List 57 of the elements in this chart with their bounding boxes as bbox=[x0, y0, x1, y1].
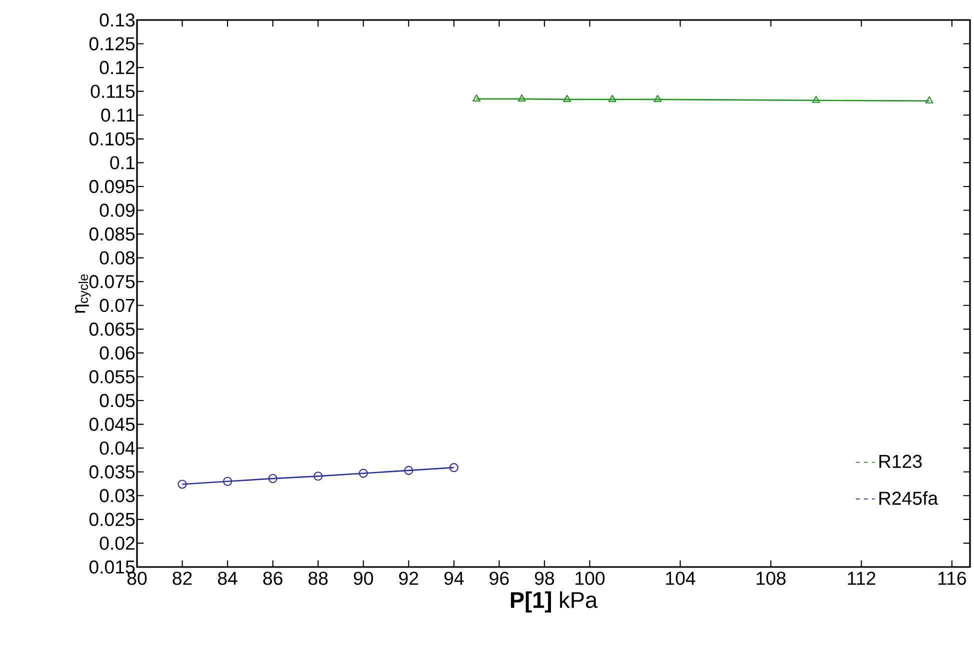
y-tick-label: 0.05 bbox=[100, 394, 135, 408]
point bbox=[404, 466, 414, 475]
point bbox=[654, 94, 662, 102]
x-tick-label: 100 bbox=[576, 572, 605, 585]
x-tick-label: 90 bbox=[354, 572, 374, 585]
y-tick-label: 0.045 bbox=[89, 418, 135, 431]
y-tick-label: 0.095 bbox=[89, 180, 135, 194]
y-tick-label: 0.11 bbox=[101, 108, 134, 122]
point bbox=[563, 94, 572, 102]
x-tick-label: 96 bbox=[490, 572, 509, 585]
y-tick-label: 0.115 bbox=[90, 84, 135, 98]
point bbox=[449, 463, 458, 472]
x-tick-label: 98 bbox=[534, 572, 554, 585]
point bbox=[925, 96, 934, 104]
y-tick-label: 0.065 bbox=[89, 322, 135, 336]
y-tick-label: 0.125 bbox=[89, 37, 135, 50]
point bbox=[314, 472, 323, 481]
x-tick-label: 92 bbox=[399, 572, 418, 585]
x-tick-label: 84 bbox=[218, 572, 238, 585]
x-axis-title: P[1] kPa bbox=[510, 591, 598, 613]
legend-label: R245fa bbox=[879, 491, 938, 505]
y-tick-label: 0.09 bbox=[100, 204, 135, 217]
x-tick-label: 86 bbox=[263, 572, 282, 585]
x-tick-label: 108 bbox=[756, 572, 786, 585]
y-tick-label: 0.085 bbox=[89, 227, 135, 241]
point bbox=[223, 476, 232, 486]
x-tick-label: 94 bbox=[444, 572, 464, 585]
y-tick-label: 0.025 bbox=[89, 512, 135, 526]
y-tick-label: 0.13 bbox=[100, 13, 135, 27]
point bbox=[268, 474, 278, 484]
point bbox=[472, 94, 481, 102]
y-tick-label: 0.055 bbox=[89, 370, 135, 384]
x-tick-label: 116 bbox=[938, 572, 966, 585]
y-tick-label: 0.1 bbox=[110, 156, 134, 170]
point bbox=[608, 94, 616, 102]
y-tick-label: 0.035 bbox=[89, 465, 135, 478]
x-tick-label: 88 bbox=[308, 572, 328, 585]
y-tick-label: 0.03 bbox=[100, 489, 135, 502]
x-tick-label: 104 bbox=[666, 572, 696, 585]
y-tick-label: 0.12 bbox=[100, 60, 134, 74]
y-tick-label: 0.06 bbox=[100, 346, 135, 360]
y-tick-label: 0.02 bbox=[100, 536, 134, 550]
x-tick-label: 80 bbox=[127, 572, 147, 585]
y-axis-title: η$_{cycle}$ bbox=[74, 274, 91, 313]
point bbox=[358, 468, 368, 478]
y-tick-label: 0.07 bbox=[100, 298, 134, 312]
y-tick-label: 0.015 bbox=[89, 560, 135, 574]
point bbox=[812, 96, 820, 103]
point bbox=[178, 480, 187, 489]
y-tick-label: 0.04 bbox=[100, 441, 135, 455]
point bbox=[518, 94, 526, 102]
y-tick-label: 0.075 bbox=[89, 274, 135, 288]
x-tick-label: 112 bbox=[848, 572, 876, 585]
y-tick-label: 0.08 bbox=[100, 251, 135, 264]
legend-label: R123 bbox=[879, 454, 922, 468]
x-tick-label: 82 bbox=[172, 572, 192, 585]
y-tick-label: 0.105 bbox=[89, 132, 135, 146]
